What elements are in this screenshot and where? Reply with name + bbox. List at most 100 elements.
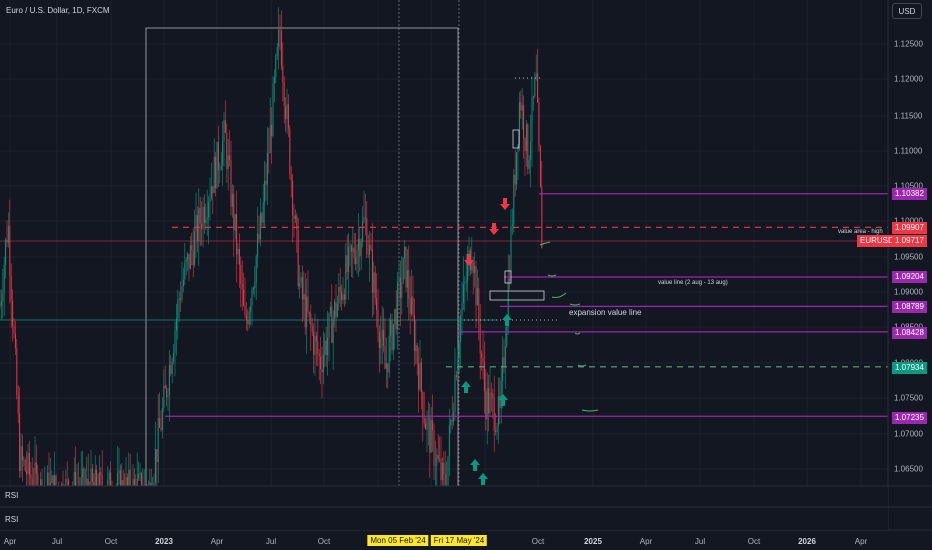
- candle-body: [418, 363, 420, 390]
- candle-body: [233, 193, 235, 231]
- candle-body: [161, 407, 163, 431]
- candle-body: [439, 458, 441, 460]
- candle-body: [294, 215, 296, 220]
- candle-body: [497, 395, 499, 427]
- candle-body: [117, 472, 119, 486]
- candle-body: [427, 417, 429, 419]
- candle-body: [80, 477, 82, 486]
- time-axis-label: Oct: [747, 537, 761, 546]
- candle-body: [366, 218, 368, 255]
- candle-body: [327, 337, 329, 356]
- candle-body: [472, 262, 474, 273]
- candle-body: [173, 353, 175, 362]
- candle-body: [454, 375, 456, 413]
- candle-body: [149, 482, 151, 486]
- candle-body: [170, 365, 172, 374]
- candle-body: [404, 246, 406, 258]
- rsi-indicator-label-2[interactable]: RSI: [5, 515, 19, 524]
- candle-body: [541, 186, 543, 249]
- candle-body: [159, 418, 161, 428]
- price-axis-label: 1.09000: [894, 287, 923, 297]
- candle-body: [348, 246, 350, 273]
- candle-body: [537, 73, 539, 103]
- candle-body: [87, 478, 89, 486]
- value-area-box[interactable]: [489, 290, 545, 301]
- candle-body: [317, 341, 319, 355]
- price-axis-label: 1.12000: [894, 74, 923, 84]
- candle-body: [184, 262, 186, 280]
- candle-body: [371, 249, 373, 293]
- candle-body: [121, 479, 123, 486]
- time-axis-label: Oct: [104, 537, 118, 546]
- candle-body: [506, 323, 508, 347]
- candle-body: [303, 293, 305, 300]
- candle-body: [217, 141, 219, 170]
- candle-body: [216, 141, 218, 189]
- down-arrow-icon: [464, 254, 474, 266]
- candle-body: [520, 102, 522, 111]
- candle-body: [381, 329, 383, 339]
- rsi-indicator-label-1[interactable]: RSI: [5, 491, 19, 500]
- candle-body: [423, 418, 425, 424]
- candle-body: [433, 430, 435, 466]
- price-axis-label: 1.07000: [894, 429, 923, 439]
- candle-body: [413, 315, 415, 352]
- candle-body: [430, 420, 432, 453]
- candle-body: [55, 475, 57, 486]
- candle-body: [238, 248, 240, 265]
- up-arrow-icon: [498, 394, 508, 406]
- candle-body: [462, 283, 464, 303]
- candle-body: [502, 357, 504, 381]
- candle-body: [525, 124, 527, 151]
- symbol-title[interactable]: Euro / U.S. Dollar, 1D, FXCM: [6, 6, 110, 15]
- candle-body: [191, 245, 193, 250]
- candle-body: [94, 469, 96, 486]
- candle-body: [426, 418, 428, 430]
- candle-body: [321, 368, 323, 373]
- candle-body: [219, 169, 221, 171]
- candle-body: [196, 215, 198, 242]
- candle-body: [286, 104, 288, 120]
- candle-body: [478, 288, 480, 325]
- highlight-box[interactable]: [512, 129, 520, 149]
- candle-body: [229, 155, 231, 160]
- candle-body: [538, 102, 540, 147]
- candle-body: [13, 326, 15, 334]
- time-axis-label-year: 2026: [798, 537, 816, 546]
- candle-body: [241, 284, 243, 290]
- candle-body: [355, 257, 357, 265]
- candle-body: [68, 480, 70, 486]
- candle-body: [527, 124, 529, 169]
- up-arrow-icon: [461, 381, 471, 393]
- candle-body: [287, 104, 289, 129]
- candle-body: [171, 361, 173, 374]
- candle-body: [17, 395, 19, 414]
- candle-body: [154, 449, 156, 483]
- candle-body: [465, 280, 467, 283]
- highlight-box[interactable]: [504, 270, 512, 284]
- candle-body: [143, 484, 145, 486]
- candle-body: [474, 266, 476, 273]
- candle-body: [376, 298, 378, 311]
- candle-body: [201, 223, 203, 230]
- candle-body: [23, 460, 25, 461]
- candle-body: [16, 348, 18, 396]
- candle-body: [135, 484, 137, 486]
- candle-body: [108, 472, 110, 480]
- candle-body: [91, 468, 93, 482]
- currency-button[interactable]: USD: [892, 3, 922, 19]
- candle-body: [409, 299, 411, 314]
- candle-body: [306, 296, 308, 327]
- candle-body: [398, 277, 400, 283]
- candle-body: [458, 342, 460, 358]
- price-tag-symbol: EURUSD: [857, 235, 897, 247]
- candle-body: [224, 120, 226, 133]
- candle-body: [21, 446, 23, 461]
- curve-mark: [581, 409, 599, 412]
- candle-body: [234, 214, 236, 231]
- candle-body: [52, 475, 54, 486]
- candle-body: [96, 469, 98, 486]
- time-axis[interactable]: Apr Jul Oct 2023 Apr Jul Oct Mon 05 Feb …: [0, 530, 932, 550]
- candle-body: [280, 31, 282, 66]
